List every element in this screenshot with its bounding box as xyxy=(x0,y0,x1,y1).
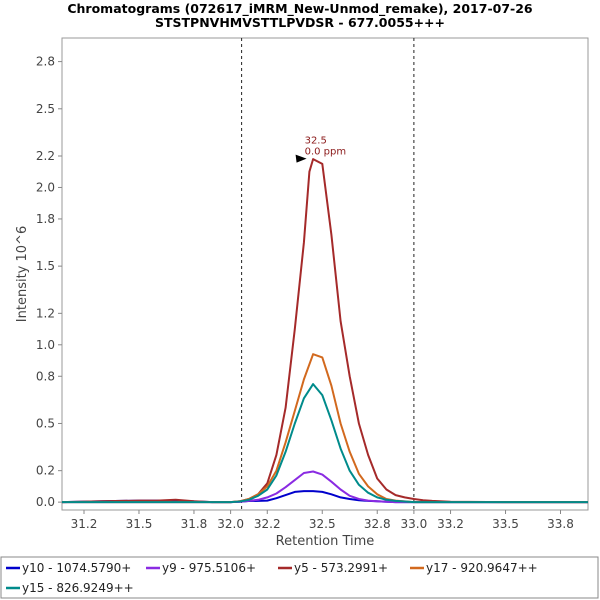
peak-annotation: 32.5 0.0 ppm xyxy=(295,136,347,163)
x-tick-label: 32.2 xyxy=(254,517,281,531)
legend-box xyxy=(0,556,599,599)
y-tick-label: 1.2 xyxy=(36,306,55,320)
plot-area xyxy=(61,37,589,511)
x-tick-label: 31.8 xyxy=(181,517,208,531)
y-tick-label: 1.8 xyxy=(36,212,55,226)
peak-rt-label: 32.5 xyxy=(305,136,327,147)
series-lines xyxy=(61,158,588,504)
x-tick-label: 33.2 xyxy=(437,517,464,531)
x-axis-ticks: 31.2 31.5 31.8 32.0 32.2 32.5 32.8 33.0 33.2 33.5… xyxy=(71,510,574,531)
y-tick-label: 2.5 xyxy=(36,102,55,116)
y-tick-label: 1.5 xyxy=(36,259,55,273)
series-line-3 xyxy=(62,353,588,504)
x-axis-label: Retention Time xyxy=(276,534,375,549)
x-tick-label: 33.0 xyxy=(401,517,428,531)
x-tick-label: 33.5 xyxy=(492,517,519,531)
series-line-2 xyxy=(61,158,588,504)
legend: y10 - 1074.5790+ y9 - 975.5106+ y5 - 573.2… xyxy=(6,561,538,595)
y-axis-ticks: 0.0 0.2 0.5 0.8 1.0 1.2 1.5 1.8 2.0 2.2 2.5 2.8 xyxy=(36,55,62,509)
legend-entry-label: y15 - 826.9249++ xyxy=(22,581,134,595)
y-axis-label: Intensity 10^6 xyxy=(15,226,30,322)
legend-entry-label: y5 - 573.2991+ xyxy=(294,561,388,575)
boundary-lines xyxy=(241,38,415,510)
legend-entry-label: y10 - 1074.5790+ xyxy=(22,561,131,575)
y-tick-label: 0.2 xyxy=(36,464,55,478)
series-line-4 xyxy=(62,383,588,504)
x-tick-label: 32.8 xyxy=(364,517,391,531)
x-tick-label: 33.8 xyxy=(547,517,574,531)
x-tick-label: 31.2 xyxy=(71,517,98,531)
x-tick-label: 32.0 xyxy=(217,517,244,531)
peak-arrow-icon xyxy=(295,154,307,163)
y-tick-label: 1.0 xyxy=(36,338,55,352)
legend-entry-label: y9 - 975.5106+ xyxy=(162,561,256,575)
legend-entry-label: y17 - 920.9647++ xyxy=(426,561,538,575)
y-tick-label: 0.0 xyxy=(36,495,55,509)
y-tick-label: 2.2 xyxy=(36,149,55,163)
y-tick-label: 0.5 xyxy=(36,416,55,430)
series-line-1 xyxy=(62,470,588,504)
x-tick-label: 32.5 xyxy=(309,517,336,531)
x-tick-label: 31.5 xyxy=(126,517,153,531)
chart-title: Chromatograms (072617_iMRM_New-Unmod_rem… xyxy=(67,1,533,17)
y-tick-label: 0.8 xyxy=(36,369,55,383)
chart-subtitle: STSTPNVHMVSTTLPVDSR - 677.0055+++ xyxy=(155,15,445,30)
y-tick-label: 2.8 xyxy=(36,55,55,69)
y-tick-label: 2.0 xyxy=(36,180,55,194)
peak-ppm-label: 0.0 ppm xyxy=(305,147,347,158)
